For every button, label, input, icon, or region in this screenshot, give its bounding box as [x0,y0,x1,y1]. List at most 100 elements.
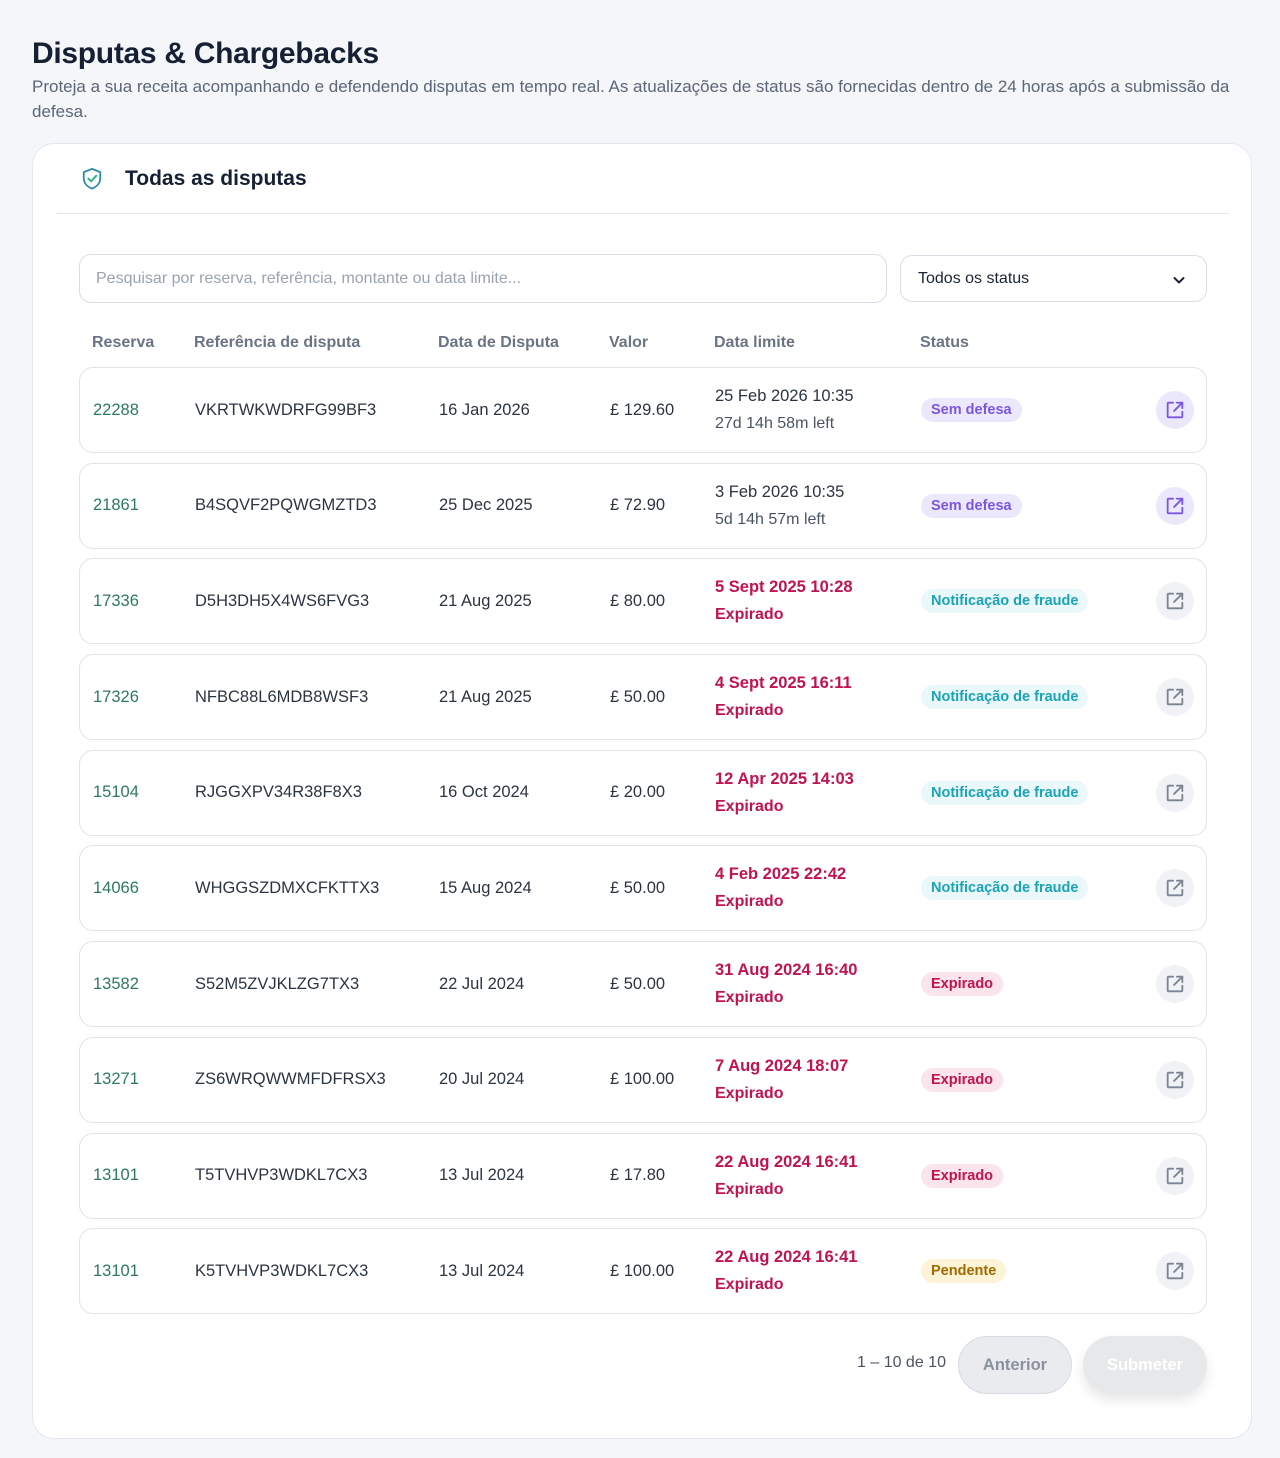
table-row: 13582 S52M5ZVJKLZG7TX3 22 Jul 2024 £ 50.00 3… [79,941,1207,1028]
column-header-reserva[interactable]: Reserva [92,334,155,351]
deadline-cell: 22 Aug 2024 16:41 Expirado [715,1229,857,1313]
dispute-reference: NFBC88L6MDB8WSF3 [195,687,369,706]
reservation-link[interactable]: 13271 [93,1070,139,1089]
column-header-limite[interactable]: Data limite [714,334,795,351]
open-dispute-button[interactable] [1156,582,1194,621]
dispute-reference: WHGGSZDMXCFKTTX3 [195,878,380,897]
dispute-reference: ZS6WRQWWMFDFRSX3 [195,1070,386,1089]
deadline-cell: 31 Aug 2024 16:40 Expirado [715,942,857,1026]
external-link-icon [1166,497,1184,514]
dispute-date: 13 Jul 2024 [439,1261,525,1280]
dispute-reference: B4SQVF2PQWGMZTD3 [195,496,377,515]
external-link-icon [1166,975,1184,993]
status-filter-select[interactable]: Todos os status [900,255,1207,302]
column-header-data[interactable]: Data de Disputa [438,334,559,351]
reservation-link[interactable]: 13101 [93,1261,139,1280]
reservation-link[interactable]: 22288 [93,400,139,419]
open-dispute-button[interactable] [1156,1060,1194,1099]
dispute-date: 15 Aug 2024 [439,878,532,897]
column-header-status[interactable]: Status [920,334,969,351]
deadline-cell: 3 Feb 2026 10:35 5d 14h 57m left [715,464,844,548]
external-link-icon [1166,688,1184,706]
open-dispute-button[interactable] [1156,869,1194,908]
status-cell: Notificação de fraude [921,846,1089,930]
deadline-remaining: 5d 14h 57m left [715,510,826,528]
dispute-amount: £ 100.00 [610,1261,675,1280]
dispute-date: 16 Jan 2026 [439,400,530,419]
status-filter-value: Todos os status [918,269,1030,287]
reservation-link[interactable]: 21861 [93,496,139,515]
table-row: 13101 K5TVHVP3WDKL7CX3 13 Jul 2024 £ 100.00… [79,1228,1207,1315]
card-title: Todas as disputas [125,166,307,190]
chevron-down-icon [1173,277,1185,284]
previous-page-button[interactable]: Anterior [958,1336,1072,1394]
dispute-amount: £ 50.00 [610,687,666,706]
deadline-date: 31 Aug 2024 16:40 [715,961,858,980]
shield-check-icon [82,167,102,190]
status-badge: Expirado [921,972,1004,997]
page-header: Disputas & Chargebacks Proteja a sua rec… [32,36,1232,124]
dispute-reference: RJGGXPV34R38F8X3 [195,783,362,802]
dispute-amount: £ 129.60 [610,400,675,419]
status-cell: Sem defesa [921,368,1022,452]
open-dispute-button[interactable] [1156,486,1194,525]
dispute-reference: K5TVHVP3WDKL7CX3 [195,1261,369,1280]
deadline-date: 25 Feb 2026 10:35 [715,387,854,405]
table-row: 22288 VKRTWKWDRFG99BF3 16 Jan 2026 £ 129.60… [79,367,1207,453]
deadline-remaining: Expirado [715,893,784,911]
open-dispute-button[interactable] [1156,1252,1194,1291]
dispute-reference: D5H3DH5X4WS6FVG3 [195,591,370,610]
status-cell: Notificação de fraude [921,655,1089,739]
open-dispute-button[interactable] [1156,773,1194,812]
deadline-date: 22 Aug 2024 16:41 [715,1152,858,1171]
submit-button[interactable]: Submeter [1083,1336,1207,1394]
deadline-date: 3 Feb 2026 10:35 [715,482,845,501]
table-row: 17326 NFBC88L6MDB8WSF3 21 Aug 2025 £ 50.00 4… [79,654,1207,741]
deadline-cell: 7 Aug 2024 18:07 Expirado [715,1038,848,1122]
dispute-date: 13 Jul 2024 [439,1166,525,1184]
status-cell: Pendente [921,1229,1007,1313]
dispute-date: 22 Jul 2024 [439,974,525,993]
reservation-link[interactable]: 13101 [93,1166,139,1184]
dispute-amount: £ 17.80 [610,1166,666,1184]
reservation-link[interactable]: 13582 [93,974,139,993]
reservation-link[interactable]: 15104 [93,783,139,802]
deadline-date: 4 Feb 2025 22:42 [715,865,847,884]
open-dispute-button[interactable] [1156,678,1194,717]
external-link-icon [1166,1262,1184,1280]
deadline-remaining: Expirado [715,989,784,1007]
open-dispute-button[interactable] [1156,1156,1194,1195]
column-header-referencia[interactable]: Referência de disputa [194,334,361,351]
status-cell: Notificação de fraude [921,559,1089,643]
external-link-icon [1166,401,1184,419]
status-cell: Expirado [921,1038,1004,1122]
reservation-link[interactable]: 17336 [93,591,139,610]
reservation-link[interactable]: 17326 [93,687,139,706]
table-row: 21861 B4SQVF2PQWGMZTD3 25 Dec 2025 £ 72.90 3… [79,462,1207,549]
deadline-remaining: Expirado [715,1084,784,1102]
deadline-remaining: Expirado [715,702,784,720]
open-dispute-button[interactable] [1156,965,1194,1004]
status-badge: Notificação de fraude [921,876,1089,901]
external-link-icon [1166,880,1184,897]
deadline-remaining: Expirado [715,606,784,624]
open-dispute-button[interactable] [1156,391,1194,429]
status-badge: Notificação de fraude [921,780,1089,805]
status-cell: Notificação de fraude [921,751,1089,835]
search-input[interactable] [79,254,887,303]
card-header: Todas as disputas [57,144,1229,214]
deadline-cell: 4 Feb 2025 22:42 Expirado [715,846,846,930]
dispute-amount: £ 72.90 [610,496,666,515]
status-badge: Sem defesa [921,493,1022,518]
dispute-date: 20 Jul 2024 [439,1070,525,1089]
deadline-date: 4 Sept 2025 16:11 [715,674,852,693]
external-link-icon [1166,1167,1184,1184]
dispute-date: 21 Aug 2025 [439,591,532,610]
table-row: 14066 WHGGSZDMXCFKTTX3 15 Aug 2024 £ 50.00 4… [79,845,1207,932]
column-header-valor[interactable]: Valor [609,334,649,351]
reservation-link[interactable]: 14066 [93,878,139,897]
table-row: 13271 ZS6WRQWWMFDFRSX3 20 Jul 2024 £ 100.00… [79,1036,1207,1123]
deadline-date: 5 Sept 2025 10:28 [715,578,853,597]
dispute-date: 25 Dec 2025 [439,496,533,515]
pagination-range: 1 – 10 de 10 [857,1354,946,1371]
